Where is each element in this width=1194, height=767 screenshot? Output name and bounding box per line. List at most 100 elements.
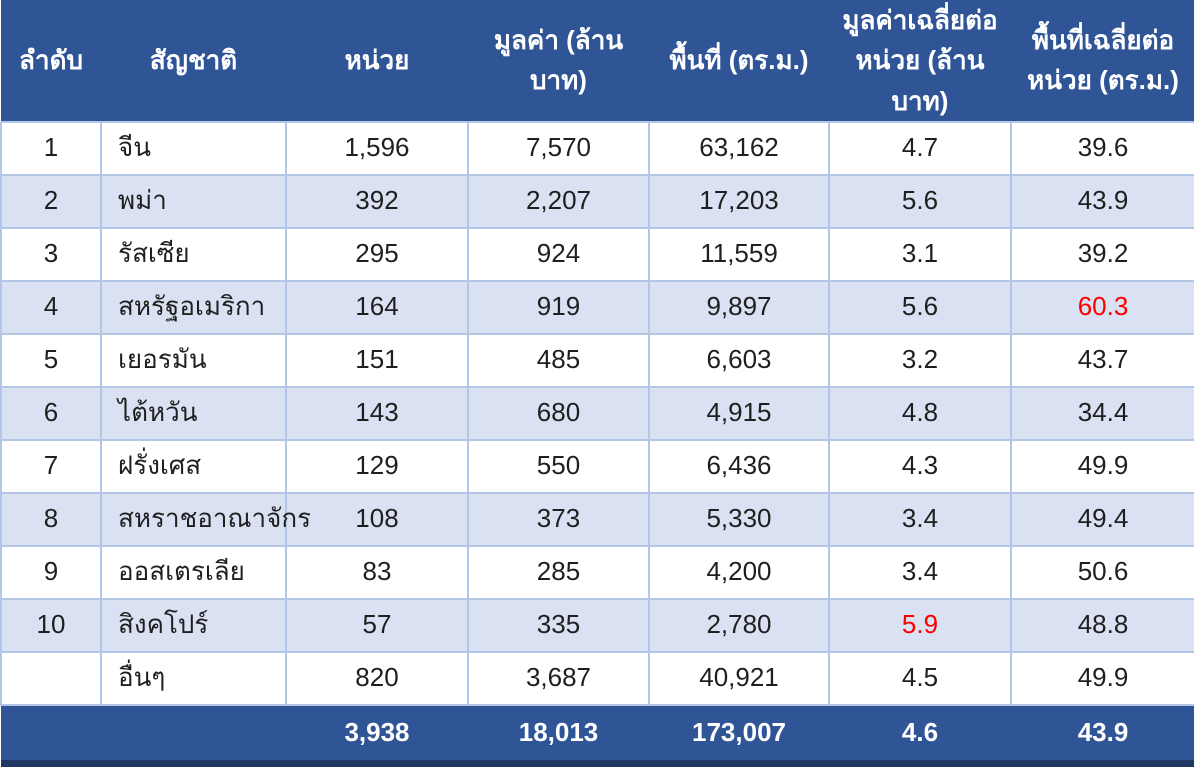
cell-area: 6,603 [648, 332, 830, 388]
cell-value: 2,207 [467, 173, 650, 229]
cell-rank: 3 [0, 226, 102, 282]
cell-nationality: รัสเซีย [100, 226, 287, 282]
cell-area: 5,330 [648, 491, 830, 547]
cell-avg-value: 3.4 [828, 544, 1012, 600]
total-cell-rank [1, 704, 101, 767]
cell-area: 40,921 [648, 650, 830, 706]
col-header-value: มูลค่า (ล้านบาท) [468, 0, 649, 122]
cell-nationality: อื่นๆ [100, 650, 287, 706]
col-header-rank: ลำดับ [1, 0, 101, 122]
cell-rank: 8 [0, 491, 102, 547]
cell-avg-value: 5.6 [828, 173, 1012, 229]
table-row: 1 จีน 1,596 7,570 63,162 4.7 39.6 [0, 120, 1194, 176]
col-header-units: หน่วย [286, 0, 468, 122]
cell-value: 924 [467, 226, 650, 282]
cell-units: 820 [285, 650, 469, 706]
cell-rank: 9 [0, 544, 102, 600]
cell-rank: 2 [0, 173, 102, 229]
cell-avg-area: 39.6 [1010, 120, 1194, 176]
total-cell-nationality [101, 704, 286, 767]
cell-avg-value: 4.5 [828, 650, 1012, 706]
table-row-others: อื่นๆ 820 3,687 40,921 4.5 49.9 [0, 650, 1194, 706]
header-line-2: หน่วย (ล้านบาท) [855, 45, 985, 116]
cell-avg-area: 48.8 [1010, 597, 1194, 653]
cell-units: 108 [285, 491, 469, 547]
cell-units: 1,596 [285, 120, 469, 176]
cell-value: 919 [467, 279, 650, 335]
cell-avg-value: 4.3 [828, 438, 1012, 494]
total-row: 3,938 18,013 173,007 4.6 43.9 [1, 704, 1194, 767]
table-header: ลำดับ สัญชาติ หน่วย มูลค่า (ล้านบาท) พื้… [1, 0, 1194, 122]
header-row: ลำดับ สัญชาติ หน่วย มูลค่า (ล้านบาท) พื้… [1, 0, 1194, 122]
total-cell-value: 18,013 [468, 704, 649, 767]
cell-value: 7,570 [467, 120, 650, 176]
cell-rank: 6 [0, 385, 102, 441]
total-cell-area: 173,007 [649, 704, 829, 767]
cell-avg-area: 43.7 [1010, 332, 1194, 388]
cell-area: 11,559 [648, 226, 830, 282]
cell-rank: 5 [0, 332, 102, 388]
header-line-1: มูลค่าเฉลี่ยต่อ [842, 5, 998, 35]
cell-rank: 4 [0, 279, 102, 335]
table-row: 3 รัสเซีย 295 924 11,559 3.1 39.2 [0, 226, 1194, 282]
cell-area: 2,780 [648, 597, 830, 653]
cell-avg-value: 3.1 [828, 226, 1012, 282]
table-row: 7 ฝรั่งเศส 129 550 6,436 4.3 49.9 [0, 438, 1194, 494]
cell-nationality: สหราชอาณาจักร [100, 491, 311, 547]
col-header-area: พื้นที่ (ตร.ม.) [649, 0, 829, 122]
header-line-1: พื้นที่เฉลี่ยต่อ [1031, 25, 1175, 56]
cell-rank [0, 650, 102, 706]
cell-value: 285 [467, 544, 650, 600]
cell-units: 392 [285, 173, 469, 229]
cell-nationality: สหรัฐอเมริกา [100, 279, 287, 335]
col-header-avg-area-per-unit: พื้นที่เฉลี่ยต่อ หน่วย (ตร.ม.) [1011, 0, 1194, 122]
table-row: 6 ไต้หวัน 143 680 4,915 4.8 34.4 [0, 385, 1194, 441]
cell-units: 57 [285, 597, 469, 653]
cell-value: 550 [467, 438, 650, 494]
cell-value: 3,687 [467, 650, 650, 706]
cell-units: 129 [285, 438, 469, 494]
cell-nationality: จีน [100, 120, 287, 176]
cell-rank: 1 [0, 120, 102, 176]
total-cell-units: 3,938 [286, 704, 468, 767]
cell-value: 485 [467, 332, 650, 388]
cell-area: 4,200 [648, 544, 830, 600]
cell-avg-area: 49.4 [1010, 491, 1194, 547]
cell-units: 295 [285, 226, 469, 282]
total-cell-avg-area: 43.9 [1011, 704, 1194, 767]
cell-avg-value: 4.8 [828, 385, 1012, 441]
cell-area: 17,203 [648, 173, 830, 229]
cell-avg-area: 49.9 [1010, 650, 1194, 706]
table-row: 5 เยอรมัน 151 485 6,603 3.2 43.7 [0, 332, 1194, 388]
cell-area: 63,162 [648, 120, 830, 176]
cell-avg-area: 39.2 [1010, 226, 1194, 282]
table-row: 10 สิงคโปร์ 57 335 2,780 5.9 48.8 [0, 597, 1194, 653]
cell-value: 335 [467, 597, 650, 653]
cell-area: 6,436 [648, 438, 830, 494]
cell-avg-value: 5.6 [828, 279, 1012, 335]
cell-avg-value: 3.4 [828, 491, 1012, 547]
table-body: 1 จีน 1,596 7,570 63,162 4.7 39.6 2 พม่า… [0, 120, 1194, 767]
cell-value: 680 [467, 385, 650, 441]
cell-avg-area: 50.6 [1010, 544, 1194, 600]
cell-units: 164 [285, 279, 469, 335]
cell-avg-value: 4.7 [828, 120, 1012, 176]
cell-rank: 10 [0, 597, 102, 653]
cell-nationality: ฝรั่งเศส [100, 438, 287, 494]
cell-area: 9,897 [648, 279, 830, 335]
table-row: 8 สหราชอาณาจักร 108 373 5,330 3.4 49.4 [0, 491, 1194, 547]
cell-nationality: ออสเตรเลีย [100, 544, 287, 600]
cell-units: 143 [285, 385, 469, 441]
cell-avg-area: 49.9 [1010, 438, 1194, 494]
table-row: 9 ออสเตรเลีย 83 285 4,200 3.4 50.6 [0, 544, 1194, 600]
cell-area: 4,915 [648, 385, 830, 441]
col-header-avg-value-per-unit: มูลค่าเฉลี่ยต่อ หน่วย (ล้านบาท) [829, 0, 1011, 122]
cell-avg-value-highlighted: 5.9 [828, 597, 1012, 653]
cell-value: 373 [467, 491, 650, 547]
table-row: 4 สหรัฐอเมริกา 164 919 9,897 5.6 60.3 [0, 279, 1194, 335]
cell-units: 151 [285, 332, 469, 388]
cell-nationality: สิงคโปร์ [100, 597, 287, 653]
header-line-2: หน่วย (ตร.ม.) [1027, 65, 1179, 96]
cell-rank: 7 [0, 438, 102, 494]
